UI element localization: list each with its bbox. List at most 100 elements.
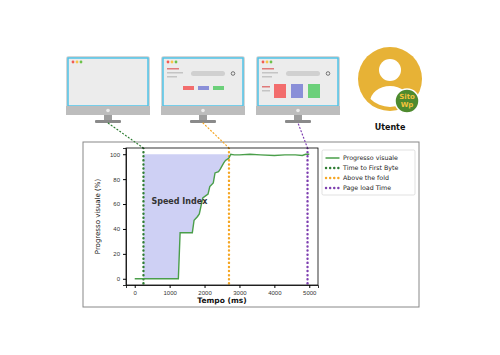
connector [108,123,143,148]
x-tick-label: 5000 [303,290,317,296]
browser-dot [171,61,174,64]
text-line [262,86,270,88]
x-tick-label: 0 [134,290,138,296]
y-tick-mark [123,279,126,280]
y-axis-title: Progresso visuale (%) [94,179,102,255]
monitor-frame [256,56,340,115]
plot-frame [126,148,318,285]
x-tick: 2000 [198,285,212,296]
x-tick: 3000 [233,285,247,296]
y-tick-label: 60 [113,201,120,207]
content-block [308,84,320,98]
legend-label: Time to First Byte [342,164,399,172]
monitor-0 [66,56,150,123]
browser-dot [175,61,178,64]
y-tick-label: 100 [110,152,121,158]
y-tick-label: 80 [113,177,120,183]
text-line [167,68,179,70]
y-tick: 0 [117,276,126,282]
monitor-frame [161,56,245,115]
monitor-screen [68,58,148,106]
legend-swatch [326,187,339,189]
browser-dot [72,61,75,64]
monitor-button [106,109,110,113]
text-line [262,72,278,74]
monitor-screen [163,58,243,106]
legend-label: Above the fold [343,174,389,181]
browser-dot [262,61,265,64]
connector [298,123,308,148]
legend: Progresso visualeTime to First ByteAbove… [322,150,415,195]
x-axis: 0 1000 2000 3000 4000 5000 [127,285,319,296]
browser-dot [266,61,269,64]
y-tick-mark [123,254,126,255]
monitor-frame [66,56,150,115]
x-tick-label: 2000 [198,290,212,296]
y-tick-label: 20 [113,251,120,257]
y-tick: 20 [113,251,126,257]
content-pill [213,86,224,90]
legend-label: Page load Time [343,184,391,192]
browser-dot [76,61,79,64]
browser-dot [80,61,83,64]
browser-dot [270,61,273,64]
monitor-2 [256,56,340,123]
connector [203,123,229,148]
progress-line [135,154,310,279]
legend-box [322,150,415,195]
legend-swatch [326,167,339,169]
y-tick-mark [123,154,126,155]
x-tick-label: 1000 [163,290,177,296]
monitor-base [95,120,121,123]
monitor-1 [161,56,245,123]
monitor-bezel [66,106,150,115]
y-tick-mark [123,179,126,180]
y-tick-mark [123,229,126,230]
monitor-button [296,109,300,113]
x-tick-mark [205,285,206,288]
x-tick-mark [274,285,275,288]
search-bar [191,71,225,76]
badge [395,89,419,113]
x-tick-mark [309,285,310,288]
text-line [262,68,274,70]
x-axis-title: Tempo (ms) [197,296,246,305]
speed-index-label: Speed Index [151,197,208,206]
text-line [262,90,270,92]
badge-text: Sito [399,93,415,101]
x-tick: 0 [134,285,138,296]
text-line [262,76,272,78]
monitor-bezel [161,106,245,115]
vertical-line [228,148,230,285]
y-tick-label: 0 [117,276,121,282]
speed-index-area [143,154,229,279]
y-tick: 60 [113,201,126,207]
browser-dot [167,61,170,64]
user-label: Utente [375,123,406,132]
vertical-line [142,148,144,285]
y-tick: 100 [110,152,126,158]
monitor-bezel [256,106,340,115]
monitor-base [285,120,311,123]
content-pill [198,86,209,90]
plot-area [135,148,310,285]
x-tick: 5000 [303,285,317,296]
monitor-screen [258,58,338,106]
search-icon [231,72,235,76]
text-line [167,72,183,74]
y-tick: 40 [113,226,126,232]
text-line [167,76,177,78]
x-tick-mark [239,285,240,288]
x-axis-line [127,286,319,289]
x-tick: 1000 [163,285,177,296]
y-axis: 0 20 40 60 80 100 [110,149,127,286]
y-tick-label: 40 [113,226,120,232]
x-tick-mark [170,285,171,288]
content-block [291,84,303,98]
y-tick-mark [123,204,126,205]
monitor-button [201,109,205,113]
content-pill [183,86,194,90]
x-tick-label: 4000 [268,290,282,296]
user-icon: SitoWp [358,47,422,118]
x-tick-label: 3000 [233,290,247,296]
